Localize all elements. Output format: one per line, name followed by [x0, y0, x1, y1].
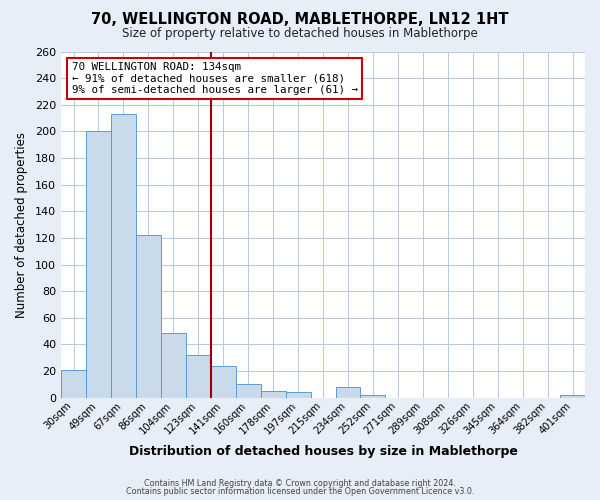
Bar: [560, 395, 585, 398]
Bar: [61, 370, 86, 398]
Text: Contains HM Land Registry data © Crown copyright and database right 2024.: Contains HM Land Registry data © Crown c…: [144, 478, 456, 488]
Bar: [111, 114, 136, 398]
Text: 70, WELLINGTON ROAD, MABLETHORPE, LN12 1HT: 70, WELLINGTON ROAD, MABLETHORPE, LN12 1…: [91, 12, 509, 28]
Text: Size of property relative to detached houses in Mablethorpe: Size of property relative to detached ho…: [122, 28, 478, 40]
Bar: [161, 332, 186, 398]
Bar: [211, 366, 236, 398]
Bar: [136, 236, 161, 398]
Bar: [236, 384, 260, 398]
Bar: [186, 355, 211, 398]
Y-axis label: Number of detached properties: Number of detached properties: [15, 132, 28, 318]
X-axis label: Distribution of detached houses by size in Mablethorpe: Distribution of detached houses by size …: [128, 444, 517, 458]
Bar: [286, 392, 311, 398]
Bar: [260, 391, 286, 398]
Bar: [86, 132, 111, 398]
Bar: [361, 395, 385, 398]
Text: 70 WELLINGTON ROAD: 134sqm
← 91% of detached houses are smaller (618)
9% of semi: 70 WELLINGTON ROAD: 134sqm ← 91% of deta…: [71, 62, 358, 95]
Bar: [335, 387, 361, 398]
Text: Contains public sector information licensed under the Open Government Licence v3: Contains public sector information licen…: [126, 487, 474, 496]
